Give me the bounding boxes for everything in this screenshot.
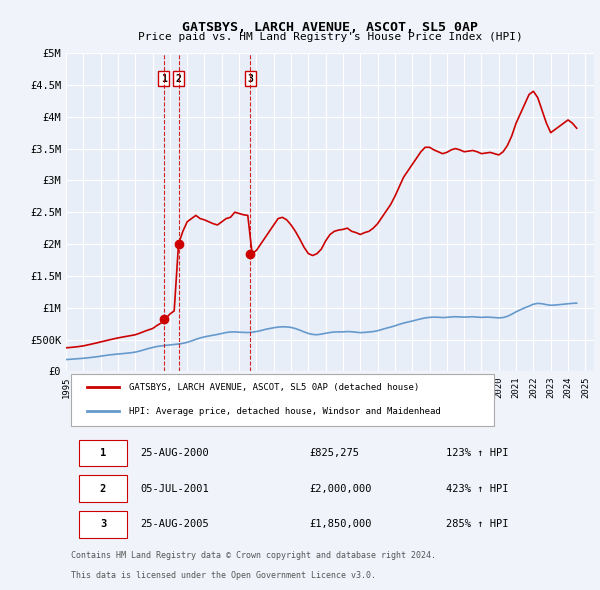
Text: This data is licensed under the Open Government Licence v3.0.: This data is licensed under the Open Gov… [71, 571, 376, 579]
FancyBboxPatch shape [71, 373, 494, 427]
Text: £1,850,000: £1,850,000 [309, 519, 371, 529]
Text: £825,275: £825,275 [309, 448, 359, 458]
Text: 285% ↑ HPI: 285% ↑ HPI [446, 519, 509, 529]
Text: £2,000,000: £2,000,000 [309, 484, 371, 494]
Text: Contains HM Land Registry data © Crown copyright and database right 2024.: Contains HM Land Registry data © Crown c… [71, 552, 436, 560]
Text: 423% ↑ HPI: 423% ↑ HPI [446, 484, 509, 494]
Text: 25-AUG-2005: 25-AUG-2005 [140, 519, 209, 529]
Text: 2: 2 [176, 74, 182, 84]
Text: HPI: Average price, detached house, Windsor and Maidenhead: HPI: Average price, detached house, Wind… [130, 407, 441, 416]
Text: 05-JUL-2001: 05-JUL-2001 [140, 484, 209, 494]
FancyBboxPatch shape [79, 511, 127, 537]
Text: 1: 1 [161, 74, 167, 84]
FancyBboxPatch shape [79, 440, 127, 467]
Text: 1: 1 [100, 448, 106, 458]
Text: 123% ↑ HPI: 123% ↑ HPI [446, 448, 509, 458]
Text: 25-AUG-2000: 25-AUG-2000 [140, 448, 209, 458]
Text: GATSBYS, LARCH AVENUE, ASCOT, SL5 0AP (detached house): GATSBYS, LARCH AVENUE, ASCOT, SL5 0AP (d… [130, 383, 419, 392]
Text: 3: 3 [100, 519, 106, 529]
Text: 2: 2 [100, 484, 106, 494]
Text: GATSBYS, LARCH AVENUE, ASCOT, SL5 0AP: GATSBYS, LARCH AVENUE, ASCOT, SL5 0AP [182, 21, 478, 34]
Text: Price paid vs. HM Land Registry's House Price Index (HPI): Price paid vs. HM Land Registry's House … [137, 32, 523, 42]
FancyBboxPatch shape [79, 476, 127, 502]
Text: 3: 3 [247, 74, 253, 84]
